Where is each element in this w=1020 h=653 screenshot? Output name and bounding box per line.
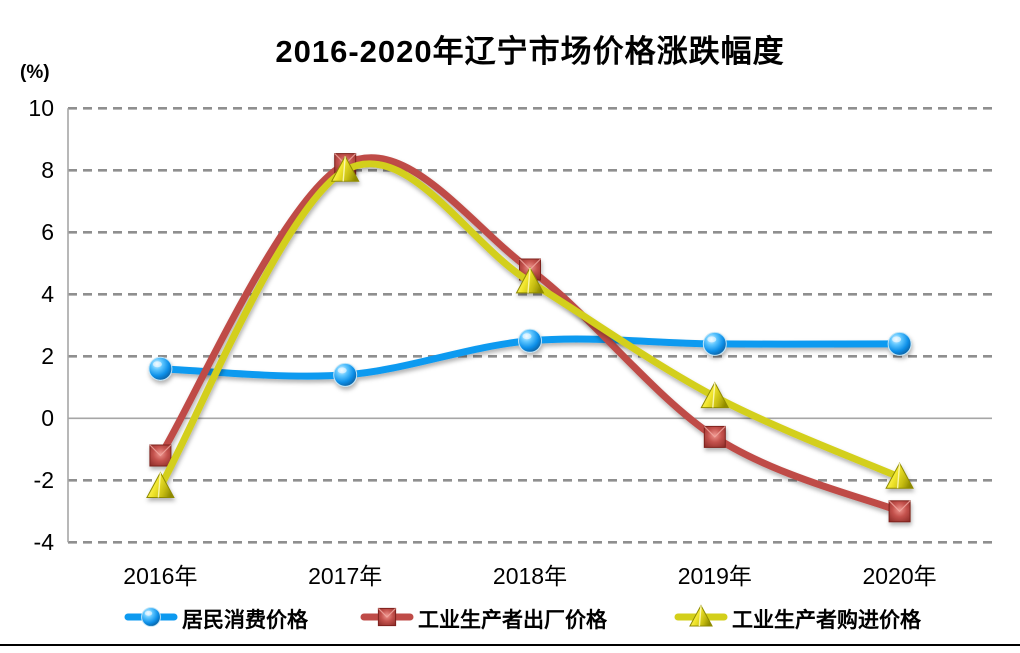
data-point-triangle-marker	[700, 381, 730, 409]
x-tick-label: 2018年	[492, 563, 568, 589]
y-tick-label: -4	[33, 529, 54, 556]
y-tick-label: 4	[41, 281, 54, 308]
legend-marker-group	[689, 603, 713, 627]
legend-marker-square-icon	[360, 601, 414, 638]
legend-item-ppi-factory: 工业生产者出厂价格	[360, 600, 607, 638]
marker-highlight	[707, 336, 717, 343]
legend-marker-group	[377, 607, 397, 626]
marker-facet	[377, 607, 397, 618]
x-tick-label: 2016年	[123, 563, 198, 589]
y-tick-label: 2	[41, 343, 54, 370]
data-point-circle-marker	[148, 356, 173, 381]
marker-facet	[157, 472, 162, 498]
data-point-triangle-marker	[885, 462, 914, 489]
marker-facet	[149, 444, 172, 457]
x-tick-label: 2020年	[862, 563, 937, 589]
chart-title: 2016-2020年辽宁市场价格涨跌幅度	[275, 34, 785, 69]
data-point-triangle-marker	[515, 266, 545, 294]
data-point-triangle-marker	[330, 155, 360, 182]
x-tick-label: 2017年	[308, 563, 383, 589]
legend: 居民消费价格 工业生产者出厂价格 工业生产者购进价格	[0, 600, 1020, 638]
marker-facet	[703, 425, 726, 438]
bottom-divider	[0, 644, 1020, 646]
y-axis-unit-label: (%)	[20, 62, 50, 83]
legend-swatch-graphic	[360, 607, 414, 626]
x-tick-label: 2019年	[677, 563, 752, 589]
series-line	[156, 160, 904, 490]
marker-facet	[527, 267, 531, 293]
legend-item-cpi: 居民消费价格	[124, 600, 308, 638]
legend-swatch-graphic	[124, 606, 178, 627]
legend-label: 居民消费价格	[182, 609, 308, 632]
data-point-circle-marker	[141, 606, 161, 627]
data-point-triangle-marker	[689, 603, 713, 627]
y-tick-label: -2	[33, 467, 54, 494]
marker-highlight	[144, 610, 153, 616]
legend-marker-group	[141, 606, 161, 627]
series-0	[148, 328, 912, 387]
series-2	[146, 155, 914, 498]
data-point-triangle-marker	[146, 471, 175, 498]
marker-highlight	[522, 333, 532, 340]
marker-highlight	[152, 361, 162, 368]
marker-facet	[712, 382, 716, 408]
data-point-circle-marker	[702, 331, 727, 356]
marker-facet	[342, 156, 346, 182]
series-line	[156, 154, 904, 515]
legend-item-ppi-purchase: 工业生产者购进价格	[674, 600, 921, 638]
legend-marker-circle-icon	[124, 601, 178, 638]
marker-facet	[896, 463, 901, 489]
y-tick-label: 10	[28, 95, 54, 122]
marker-facet	[888, 500, 911, 513]
marker-facet	[698, 604, 702, 626]
data-point-circle-marker	[333, 362, 358, 387]
marker-highlight	[892, 336, 902, 343]
y-tick-label: 0	[41, 405, 54, 432]
legend-marker-triangle-icon	[674, 601, 728, 638]
legend-label: 工业生产者出厂价格	[418, 609, 607, 632]
data-point-circle-marker	[887, 331, 912, 356]
y-tick-label: 6	[41, 219, 54, 246]
y-tick-label: 8	[41, 157, 54, 184]
legend-label: 工业生产者购进价格	[732, 609, 921, 632]
marker-highlight	[337, 367, 347, 374]
legend-swatch-graphic	[674, 603, 728, 627]
data-point-circle-marker	[518, 328, 542, 353]
